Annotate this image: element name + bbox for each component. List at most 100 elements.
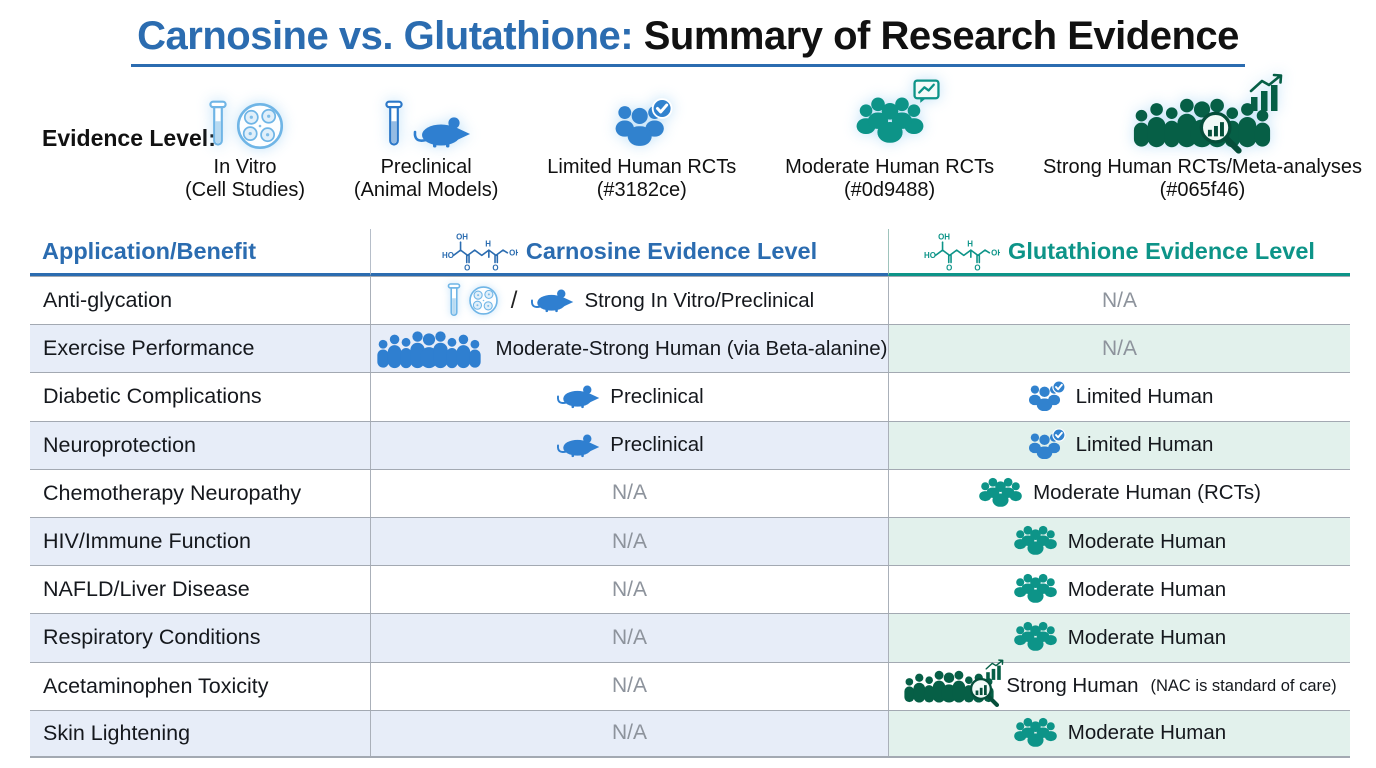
- na-label: N/A: [611, 577, 647, 601]
- table-body: Anti-glycation / Strong In Vitro/Preclin…: [30, 276, 1350, 758]
- carnosine-evidence-label: Preclinical: [610, 384, 704, 408]
- chart-bubble-icon: [913, 79, 940, 104]
- carnosine-evidence-label: Strong In Vitro/Preclinical: [584, 288, 815, 312]
- people-check-icon: [611, 97, 673, 151]
- carnosine-cell: Preclinical: [370, 373, 888, 421]
- trend-chart-icon: [1247, 73, 1287, 113]
- carnosine-cell: N/A: [370, 517, 888, 566]
- table-row: NAFLD/Liver Disease N/A Moderate Human: [30, 565, 1350, 614]
- test-tube-icon: [206, 99, 230, 151]
- legend-strong-line1: Strong Human RCTs/Meta-analyses: [1042, 156, 1362, 178]
- table-row: Exercise Performance Moderate-Strong Hum…: [30, 324, 1350, 373]
- evidence-table: Application/Benefit Carnosine Evidence L…: [30, 229, 1350, 758]
- glutathione-cell: Moderate Human (RCTs): [888, 469, 1350, 517]
- glutathione-evidence-note: (NAC is standard of care): [1150, 676, 1337, 695]
- people-check-icon: [1026, 380, 1066, 414]
- crowd-icon: [1013, 619, 1058, 656]
- mouse-icon: [555, 382, 600, 411]
- legend-item-in-vitro: In Vitro (Cell Studies): [185, 83, 305, 215]
- glutathione-cell: N/A: [888, 277, 1350, 325]
- crowd-magnifier-icon: [902, 667, 996, 705]
- header-carnosine-label: Carnosine Evidence Level: [525, 237, 818, 264]
- table-row: HIV/Immune Function N/A Moderate Human: [30, 516, 1350, 566]
- application-cell: Chemotherapy Neuropathy: [43, 480, 302, 505]
- header-glutathione-label: Glutathione Evidence Level: [1008, 237, 1315, 264]
- crowd-icon: [372, 327, 486, 371]
- na-label: N/A: [1101, 288, 1137, 312]
- glutathione-evidence-label: Limited Human: [1075, 384, 1214, 408]
- title-underline: [131, 64, 1245, 67]
- carnosine-molecule-icon: [442, 230, 518, 272]
- na-label: N/A: [1101, 336, 1137, 360]
- carnosine-cell: Moderate-Strong Human (via Beta-alanine): [370, 325, 888, 373]
- legend-moderate-line1: Moderate Human RCTs: [785, 156, 995, 178]
- legend-in-vitro-line1: In Vitro: [213, 156, 277, 178]
- crowd-icon: [1013, 571, 1058, 608]
- crowd-icon: [1013, 523, 1058, 560]
- application-cell: NAFLD/Liver Disease: [43, 577, 250, 602]
- table-row: Neuroprotection Preclinical Limited Huma…: [30, 420, 1350, 469]
- legend-item-limited-human: Limited Human RCTs (#3182ce): [547, 83, 736, 215]
- evidence-legend: Evidence Level: In Vitro (Cell Studies) …: [0, 83, 1376, 215]
- application-cell: Neuroprotection: [30, 421, 370, 469]
- na-label: N/A: [611, 529, 647, 553]
- glutathione-evidence-label: Strong Human: [1006, 674, 1139, 698]
- header-application: Application/Benefit: [30, 229, 370, 276]
- carnosine-cell: N/A: [370, 469, 888, 517]
- trend-chart-icon: [984, 659, 1006, 681]
- petri-dish-icon: [235, 101, 285, 151]
- page-title-rest: Summary of Research Evidence: [633, 14, 1240, 58]
- page-title-carnosine: Carnosine vs. Glutathione:: [137, 14, 634, 58]
- page-title: Carnosine vs. Glutathione: Summary of Re…: [0, 12, 1376, 60]
- carnosine-cell: N/A: [370, 662, 888, 710]
- legend-label: Evidence Level:: [42, 125, 216, 151]
- mouse-icon: [555, 431, 600, 460]
- legend-item-strong-human: Strong Human RCTs/Meta-analyses (#065f46…: [1043, 83, 1362, 215]
- mouse-icon: [411, 113, 471, 151]
- carnosine-evidence-label: Moderate-Strong Human (via Beta-alanine): [495, 336, 888, 360]
- magnifier-icon: [1197, 109, 1243, 155]
- legend-moderate-line2: (#0d9488): [844, 179, 936, 201]
- application-cell: Exercise Performance: [30, 325, 370, 373]
- crowd-icon: [978, 475, 1023, 512]
- table-row: Diabetic Complications Preclinical Limit…: [30, 372, 1350, 421]
- glutathione-cell: Limited Human: [888, 421, 1350, 469]
- glutathione-evidence-label: Moderate Human: [1067, 721, 1227, 745]
- legend-strong-line2: (#065f46): [1159, 179, 1246, 201]
- carnosine-evidence-label: Preclinical: [610, 433, 704, 457]
- na-label: N/A: [611, 481, 647, 505]
- petri-dish-icon: [468, 285, 499, 316]
- table-row: Anti-glycation / Strong In Vitro/Preclin…: [30, 276, 1350, 325]
- header-glutathione: Glutathione Evidence Level: [888, 229, 1350, 276]
- table-header-row: Application/Benefit Carnosine Evidence L…: [30, 229, 1350, 276]
- glutathione-cell: Moderate Human: [888, 517, 1350, 566]
- table-row: Chemotherapy Neuropathy N/A Moderate Hum…: [30, 468, 1350, 517]
- legend-limited-line1: Limited Human RCTs: [547, 156, 737, 178]
- glutathione-cell: Strong Human (NAC is standard of care): [888, 663, 1350, 710]
- legend-in-vitro-line2: (Cell Studies): [185, 179, 306, 201]
- carnosine-cell: Preclinical: [370, 421, 888, 469]
- application-cell: Skin Lightening: [30, 710, 370, 756]
- legend-preclinical-line2: (Animal Models): [353, 179, 499, 201]
- people-check-icon: [1026, 428, 1066, 462]
- mouse-icon: [529, 286, 574, 315]
- glutathione-cell: Moderate Human: [888, 566, 1350, 614]
- application-cell: Respiratory Conditions: [30, 614, 370, 662]
- table-row: Skin Lightening N/A Moderate Human: [30, 709, 1350, 758]
- table-row: Acetaminophen Toxicity N/A Strong Human …: [30, 662, 1350, 710]
- test-tube-icon: [445, 282, 463, 320]
- glutathione-evidence-label: Moderate Human: [1067, 577, 1227, 601]
- glutathione-cell: Moderate Human: [888, 614, 1350, 662]
- application-cell: HIV/Immune Function: [30, 517, 370, 566]
- glutathione-cell: Limited Human: [888, 373, 1350, 421]
- legend-limited-line2: (#3182ce): [596, 179, 687, 201]
- application-cell: Diabetic Complications: [43, 384, 262, 409]
- application-cell: Acetaminophen Toxicity: [43, 673, 269, 698]
- test-tube-icon: [382, 99, 406, 151]
- legend-items: In Vitro (Cell Studies) Preclinical (Ani…: [185, 83, 1362, 215]
- glutathione-evidence-label: Moderate Human (RCTs): [1033, 481, 1261, 505]
- na-label: N/A: [611, 674, 647, 698]
- glutathione-cell: Moderate Human: [888, 710, 1350, 756]
- legend-preclinical-line1: Preclinical: [380, 156, 472, 178]
- glutathione-evidence-label: Moderate Human: [1067, 529, 1227, 553]
